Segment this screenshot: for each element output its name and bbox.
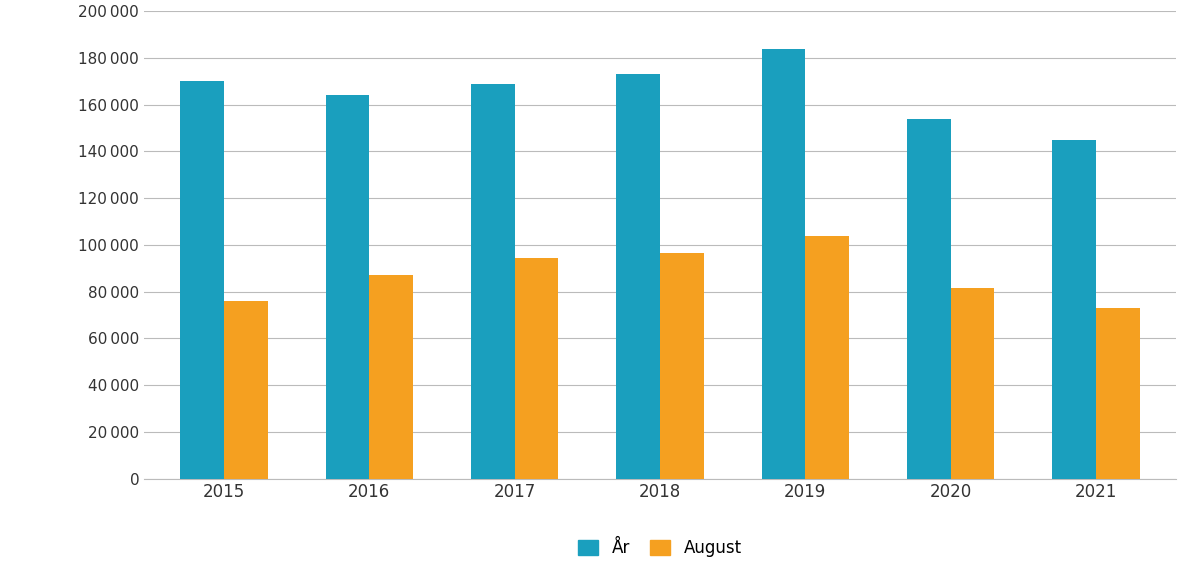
Bar [907,119,950,479]
Bar [1096,308,1140,479]
Legend: År, August: År, August [571,533,749,563]
Bar [472,84,515,479]
Bar [370,275,413,479]
Bar [224,301,268,479]
Bar [762,48,805,479]
Bar [515,258,558,479]
Bar [950,288,995,479]
Bar [325,95,370,479]
Bar [1052,140,1096,479]
Bar [617,74,660,479]
Bar [180,82,224,479]
Bar [660,253,703,479]
Bar [805,235,848,479]
